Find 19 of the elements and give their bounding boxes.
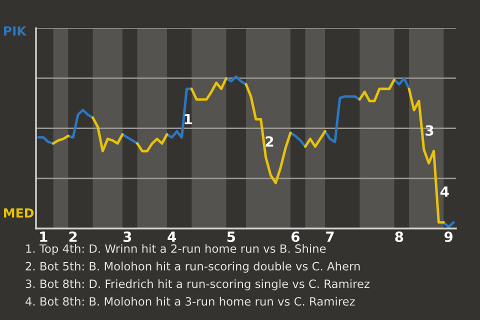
annotation: 3 [426, 125, 434, 136]
annotation: 1 [184, 114, 192, 124]
x-tick-label: 6 [291, 232, 300, 242]
x-tick-label: 5 [227, 232, 236, 242]
x-tick-label: 4 [168, 232, 176, 242]
text: 2. Bot 5th: B. Molohon hit a run-scoring double vs C. Ahern [26, 262, 360, 273]
x-tick-label: 3 [124, 232, 132, 242]
text: 3. Bot 8th: D. Friedrich hit a run-scoring single vs C. Ramirez [26, 279, 370, 290]
x-tick-label: 7 [326, 232, 334, 242]
text: PIK [4, 26, 27, 36]
annotation: 4 [440, 186, 449, 197]
text: MED [4, 208, 34, 218]
x-tick-label: 8 [395, 232, 404, 242]
x-tick-label: 9 [444, 232, 453, 242]
text: 1. Top 4th: D. Wrinn hit a 2-run home run vs B. Shine [26, 244, 326, 256]
annotation: 2 [266, 136, 274, 147]
x-tick-label: 1 [40, 232, 48, 242]
text: 4. Bot 8th: B. Molohon hit a 3-run home run vs C. Ramirez [26, 296, 355, 306]
x-tick-label: 2 [69, 232, 77, 242]
